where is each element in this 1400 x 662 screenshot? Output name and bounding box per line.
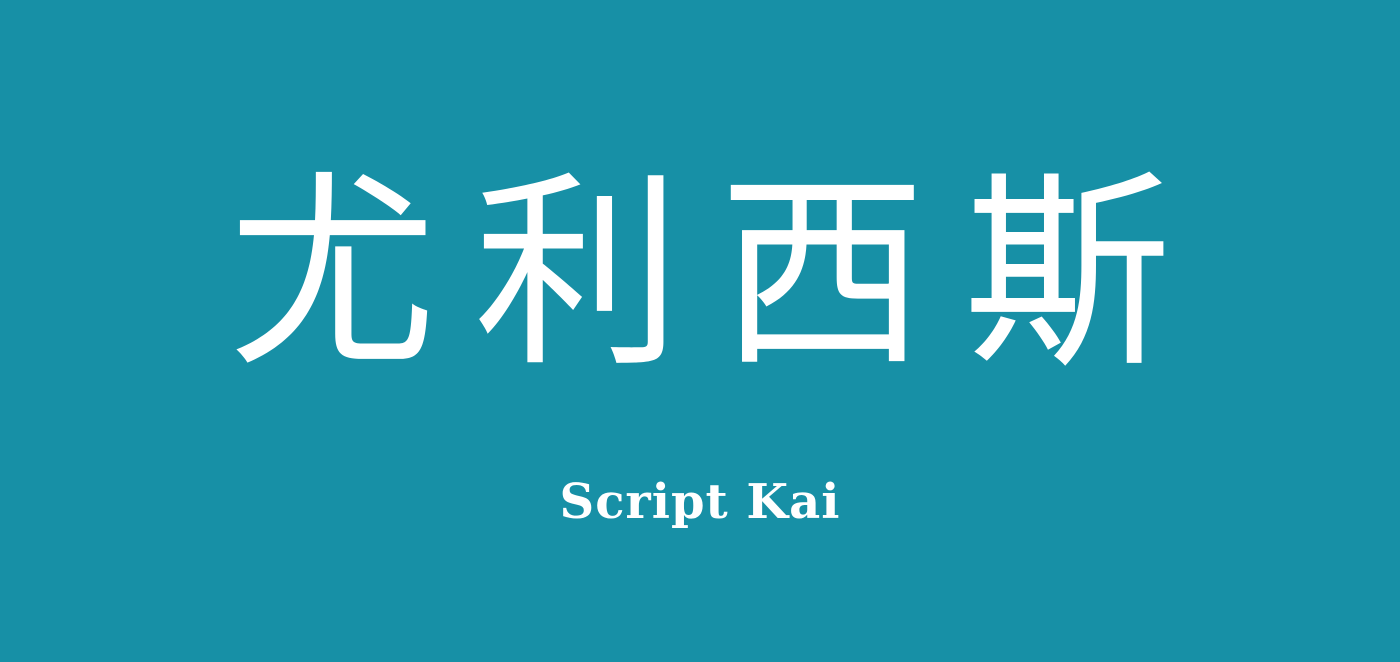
title-char: 尤 bbox=[228, 154, 437, 396]
font-name-caption: Script Kai bbox=[559, 474, 841, 530]
chinese-title: 尤 利 西 斯 bbox=[0, 160, 1400, 390]
title-char: 西 bbox=[718, 154, 927, 396]
title-char: 斯 bbox=[963, 154, 1172, 396]
title-char: 利 bbox=[473, 154, 682, 396]
